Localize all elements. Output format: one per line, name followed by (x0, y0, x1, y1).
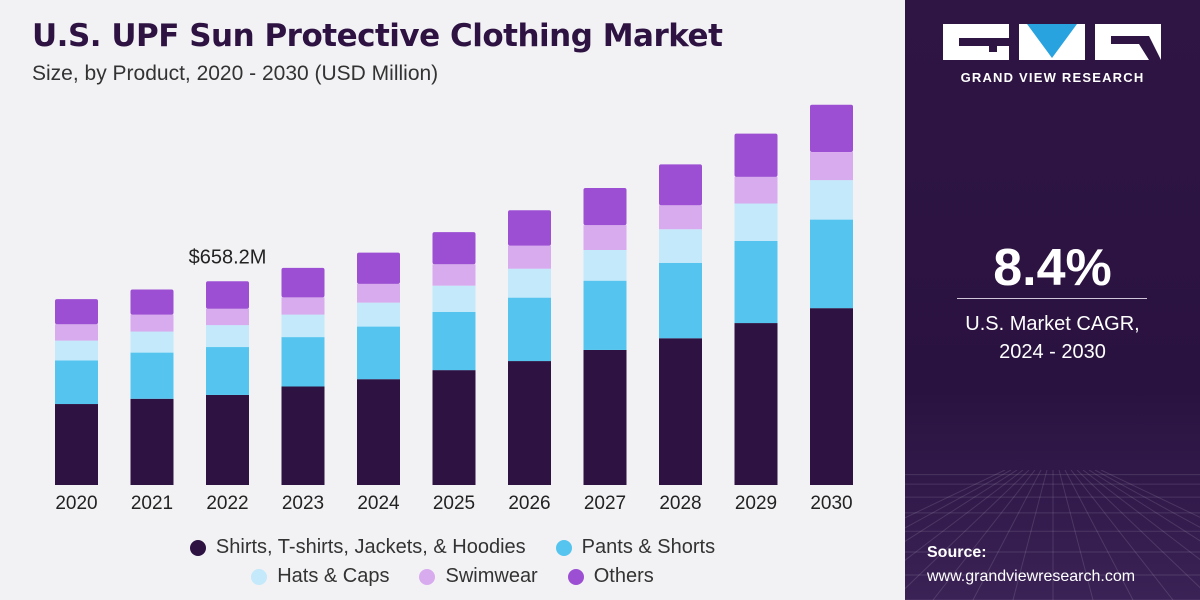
cagr-label-line1: U.S. Market CAGR, (965, 313, 1140, 335)
data-label-annotation-0: $658.2M (189, 246, 267, 268)
bar-2028-series-0 (659, 338, 702, 485)
bar-2020-series-2 (55, 340, 98, 361)
bar-2030-series-0 (810, 308, 853, 485)
bar-2021-series-0 (130, 398, 174, 485)
chart-subtitle: Size, by Product, 2020 - 2030 (USD Milli… (32, 62, 439, 85)
legend-swatch-hats (251, 568, 268, 585)
bar-2028-series-3 (659, 205, 702, 230)
chart-panel: U.S. UPF Sun Protective Clothing Market … (0, 18, 905, 588)
bar-2028-series-2 (659, 229, 702, 263)
bar-2024-series-4 (357, 252, 400, 284)
cagr-value: 8.4% (993, 239, 1112, 297)
cagr-divider (957, 298, 1147, 299)
grand-view-research-logo (943, 24, 1161, 60)
legend-label-swimwear: Swimwear (445, 565, 538, 587)
bar-2020-series-4 (55, 299, 98, 325)
bar-2028-series-4 (659, 164, 702, 206)
x-tick-label-2022: 2022 (206, 493, 248, 514)
x-tick-label-2023: 2023 (282, 493, 324, 514)
x-tick-label-2020: 2020 (55, 493, 97, 514)
bar-2025-series-0 (432, 370, 476, 485)
x-tick-label-2025: 2025 (433, 493, 475, 514)
bar-2030-series-2 (810, 180, 853, 220)
legend-label-pants: Pants & Shorts (581, 536, 716, 558)
legend-item-swimwear: Swimwear (419, 565, 538, 588)
info-sidebar: GRAND VIEW RESEARCH 8.4% U.S. Market CAG… (905, 0, 1200, 600)
x-tick-label-2021: 2021 (131, 493, 173, 514)
legend-label-others: Others (593, 565, 654, 587)
bar-2024-series-2 (357, 302, 400, 327)
bar-2025-series-1 (432, 311, 476, 371)
bar-2026-series-3 (508, 245, 551, 269)
bar-2025-series-2 (432, 285, 476, 312)
bar-2023-series-4 (281, 267, 325, 298)
bar-2022-series-1 (206, 347, 249, 395)
bar-2021-series-4 (130, 289, 174, 315)
legend-row-1: Shirts, T-shirts, Jackets, & Hoodies Pan… (0, 536, 905, 559)
bar-2022-series-0 (206, 394, 249, 485)
bar-2027-series-3 (583, 225, 627, 250)
bar-2026-series-0 (508, 361, 551, 485)
brand-name: GRAND VIEW RESEARCH (960, 70, 1145, 85)
x-tick-label-2028: 2028 (659, 493, 701, 514)
bar-2021-series-3 (130, 314, 174, 332)
x-tick-label-2029: 2029 (735, 493, 777, 514)
bar-2022-series-3 (206, 308, 249, 326)
decorative-grid (905, 470, 1200, 600)
bar-2028-series-1 (659, 262, 702, 339)
bar-2025-series-4 (432, 232, 476, 265)
x-tick-label-2026: 2026 (508, 493, 550, 514)
bar-2030-series-4 (810, 104, 853, 153)
bar-2029-series-2 (734, 203, 778, 241)
bar-2030-series-3 (810, 152, 853, 181)
bar-2021-series-1 (130, 352, 174, 399)
cagr-label-line2: 2024 - 2030 (999, 341, 1106, 363)
bar-2023-series-2 (281, 314, 325, 338)
legend-item-hats: Hats & Caps (251, 565, 389, 588)
bar-2029-series-0 (734, 323, 778, 485)
x-tick-label-2027: 2027 (584, 493, 626, 514)
bar-2029-series-4 (734, 133, 778, 177)
legend-label-hats: Hats & Caps (277, 565, 390, 587)
bar-2029-series-3 (734, 176, 778, 204)
legend-swatch-pants (555, 539, 572, 556)
legend-item-shirts: Shirts, T-shirts, Jackets, & Hoodies (189, 536, 526, 559)
legend-swatch-others (567, 568, 584, 585)
bar-2020-series-0 (55, 404, 98, 485)
bar-2026-series-1 (508, 297, 551, 362)
bar-2027-series-2 (583, 249, 627, 281)
bar-2027-series-4 (583, 188, 627, 226)
x-tick-label-2030: 2030 (810, 493, 852, 514)
bar-2023-series-1 (281, 337, 325, 387)
bar-2022-series-2 (206, 325, 249, 348)
bar-2024-series-0 (357, 379, 400, 485)
bar-2023-series-3 (281, 297, 325, 315)
chart-title: U.S. UPF Sun Protective Clothing Market (32, 18, 723, 54)
source-label: Source: (927, 544, 987, 561)
bar-2025-series-3 (432, 264, 476, 286)
bar-2024-series-3 (357, 283, 400, 303)
bar-2020-series-1 (55, 360, 98, 405)
bar-2022-series-4 (206, 281, 249, 309)
bar-2020-series-3 (55, 324, 98, 341)
cagr-label: U.S. Market CAGR, 2024 - 2030 (905, 310, 1200, 366)
stacked-bar-chart: 2020 2021 2022 2023 2024 2025 2026 2027 2028 2029… (55, 104, 853, 514)
legend-swatch-shirts (189, 539, 206, 556)
x-tick-label-2024: 2024 (357, 493, 400, 514)
legend-row-2: Hats & Caps Swimwear Others (0, 565, 905, 588)
bar-2027-series-0 (583, 349, 627, 485)
legend-label-shirts: Shirts, T-shirts, Jackets, & Hoodies (215, 536, 526, 558)
bar-2027-series-1 (583, 280, 627, 350)
bar-2026-series-4 (508, 210, 551, 246)
source-url[interactable]: www.grandviewresearch.com (927, 568, 1136, 585)
bar-2024-series-1 (357, 326, 400, 380)
legend-item-others: Others (567, 565, 654, 588)
bar-2021-series-2 (130, 331, 174, 353)
legend-swatch-swimwear (419, 568, 436, 585)
legend-item-pants: Pants & Shorts (555, 536, 716, 559)
bar-2026-series-2 (508, 268, 551, 298)
bar-2023-series-0 (281, 386, 325, 485)
bar-2029-series-1 (734, 240, 778, 324)
bar-2030-series-1 (810, 219, 853, 309)
